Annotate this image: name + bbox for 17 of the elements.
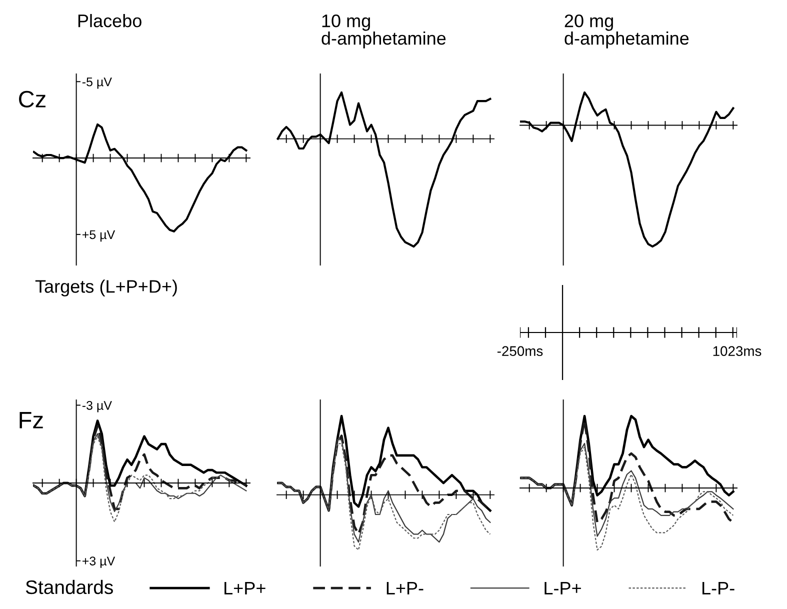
y-axis-title: Cz [19, 90, 46, 108]
text: -250ms [497, 346, 543, 356]
legend-label: L-P- [702, 582, 734, 594]
y-tick-label: +5 µV [82, 230, 116, 242]
legend-label: L+P- [386, 582, 424, 594]
y-tick-label: +3 µV [82, 556, 116, 568]
legend-title: Standards [26, 580, 113, 594]
y-axis-title: Fz [20, 412, 43, 428]
chart-title: Placebo [78, 14, 142, 28]
y-tick-label: -3 µV [82, 400, 112, 412]
legend-label: L+P+ [224, 582, 266, 594]
text: 1023ms [713, 346, 762, 356]
text: Targets (L+P+D+) [35, 280, 177, 296]
chart-title: 10 mg d-amphetamine [322, 14, 446, 48]
y-tick-label: -5 µV [82, 78, 112, 89]
chart-title: 20 mg d-amphetamine [564, 14, 689, 48]
legend-label: L-P+ [544, 582, 581, 594]
